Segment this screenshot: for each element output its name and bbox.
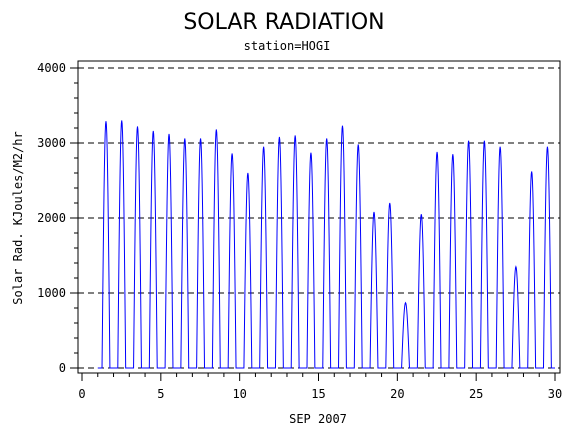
x-tick-label: 0: [78, 387, 85, 401]
chart-subtitle: station=HOGI: [244, 39, 331, 53]
y-tick-label: 4000: [37, 61, 66, 75]
y-tick-label: 0: [59, 361, 66, 375]
y-axis-ticks: 0 1000 2000 3000 4000: [37, 61, 78, 375]
y-axis-label: Solar Rad. KJoules/M2/hr: [11, 131, 25, 304]
x-tick-label: 15: [311, 387, 325, 401]
x-axis-ticks: 0 5 10 15 20 25 30: [78, 373, 562, 401]
x-tick-label: 5: [157, 387, 164, 401]
x-tick-label: 20: [390, 387, 404, 401]
y-tick-label: 1000: [37, 286, 66, 300]
y-tick-label: 3000: [37, 136, 66, 150]
x-tick-label: 30: [548, 387, 562, 401]
chart-title: SOLAR RADIATION: [183, 10, 384, 35]
x-axis-label: SEP 2007: [289, 412, 347, 426]
x-tick-label: 25: [469, 387, 483, 401]
y-tick-label: 2000: [37, 211, 66, 225]
x-tick-label: 10: [232, 387, 246, 401]
series-line: [97, 120, 555, 369]
